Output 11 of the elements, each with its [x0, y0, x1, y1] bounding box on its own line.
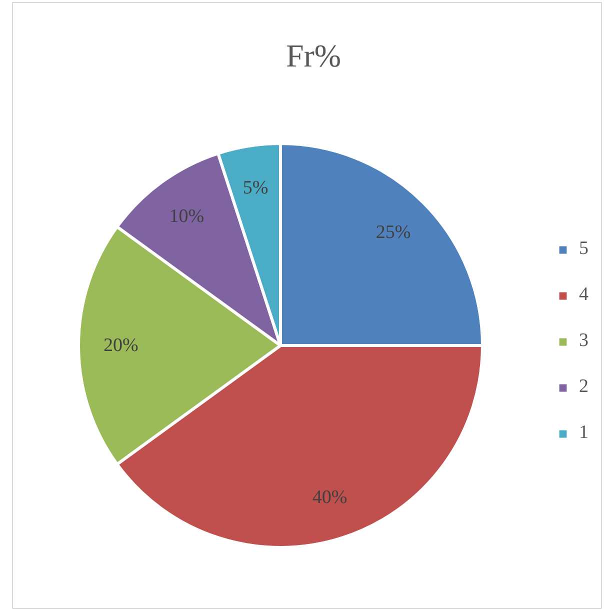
data-label: 20%: [104, 335, 139, 356]
chart-title: Fr%: [286, 38, 342, 74]
legend-label: 4: [579, 284, 590, 306]
data-label: 25%: [376, 222, 411, 244]
legend-label: 2: [579, 376, 590, 398]
data-label: 40%: [312, 486, 348, 508]
legend-label: 3: [579, 330, 590, 352]
legend-label: 1: [579, 422, 590, 444]
legend-label: 5: [579, 238, 590, 260]
data-label: 5%: [242, 177, 268, 198]
data-label: 10%: [169, 206, 204, 227]
